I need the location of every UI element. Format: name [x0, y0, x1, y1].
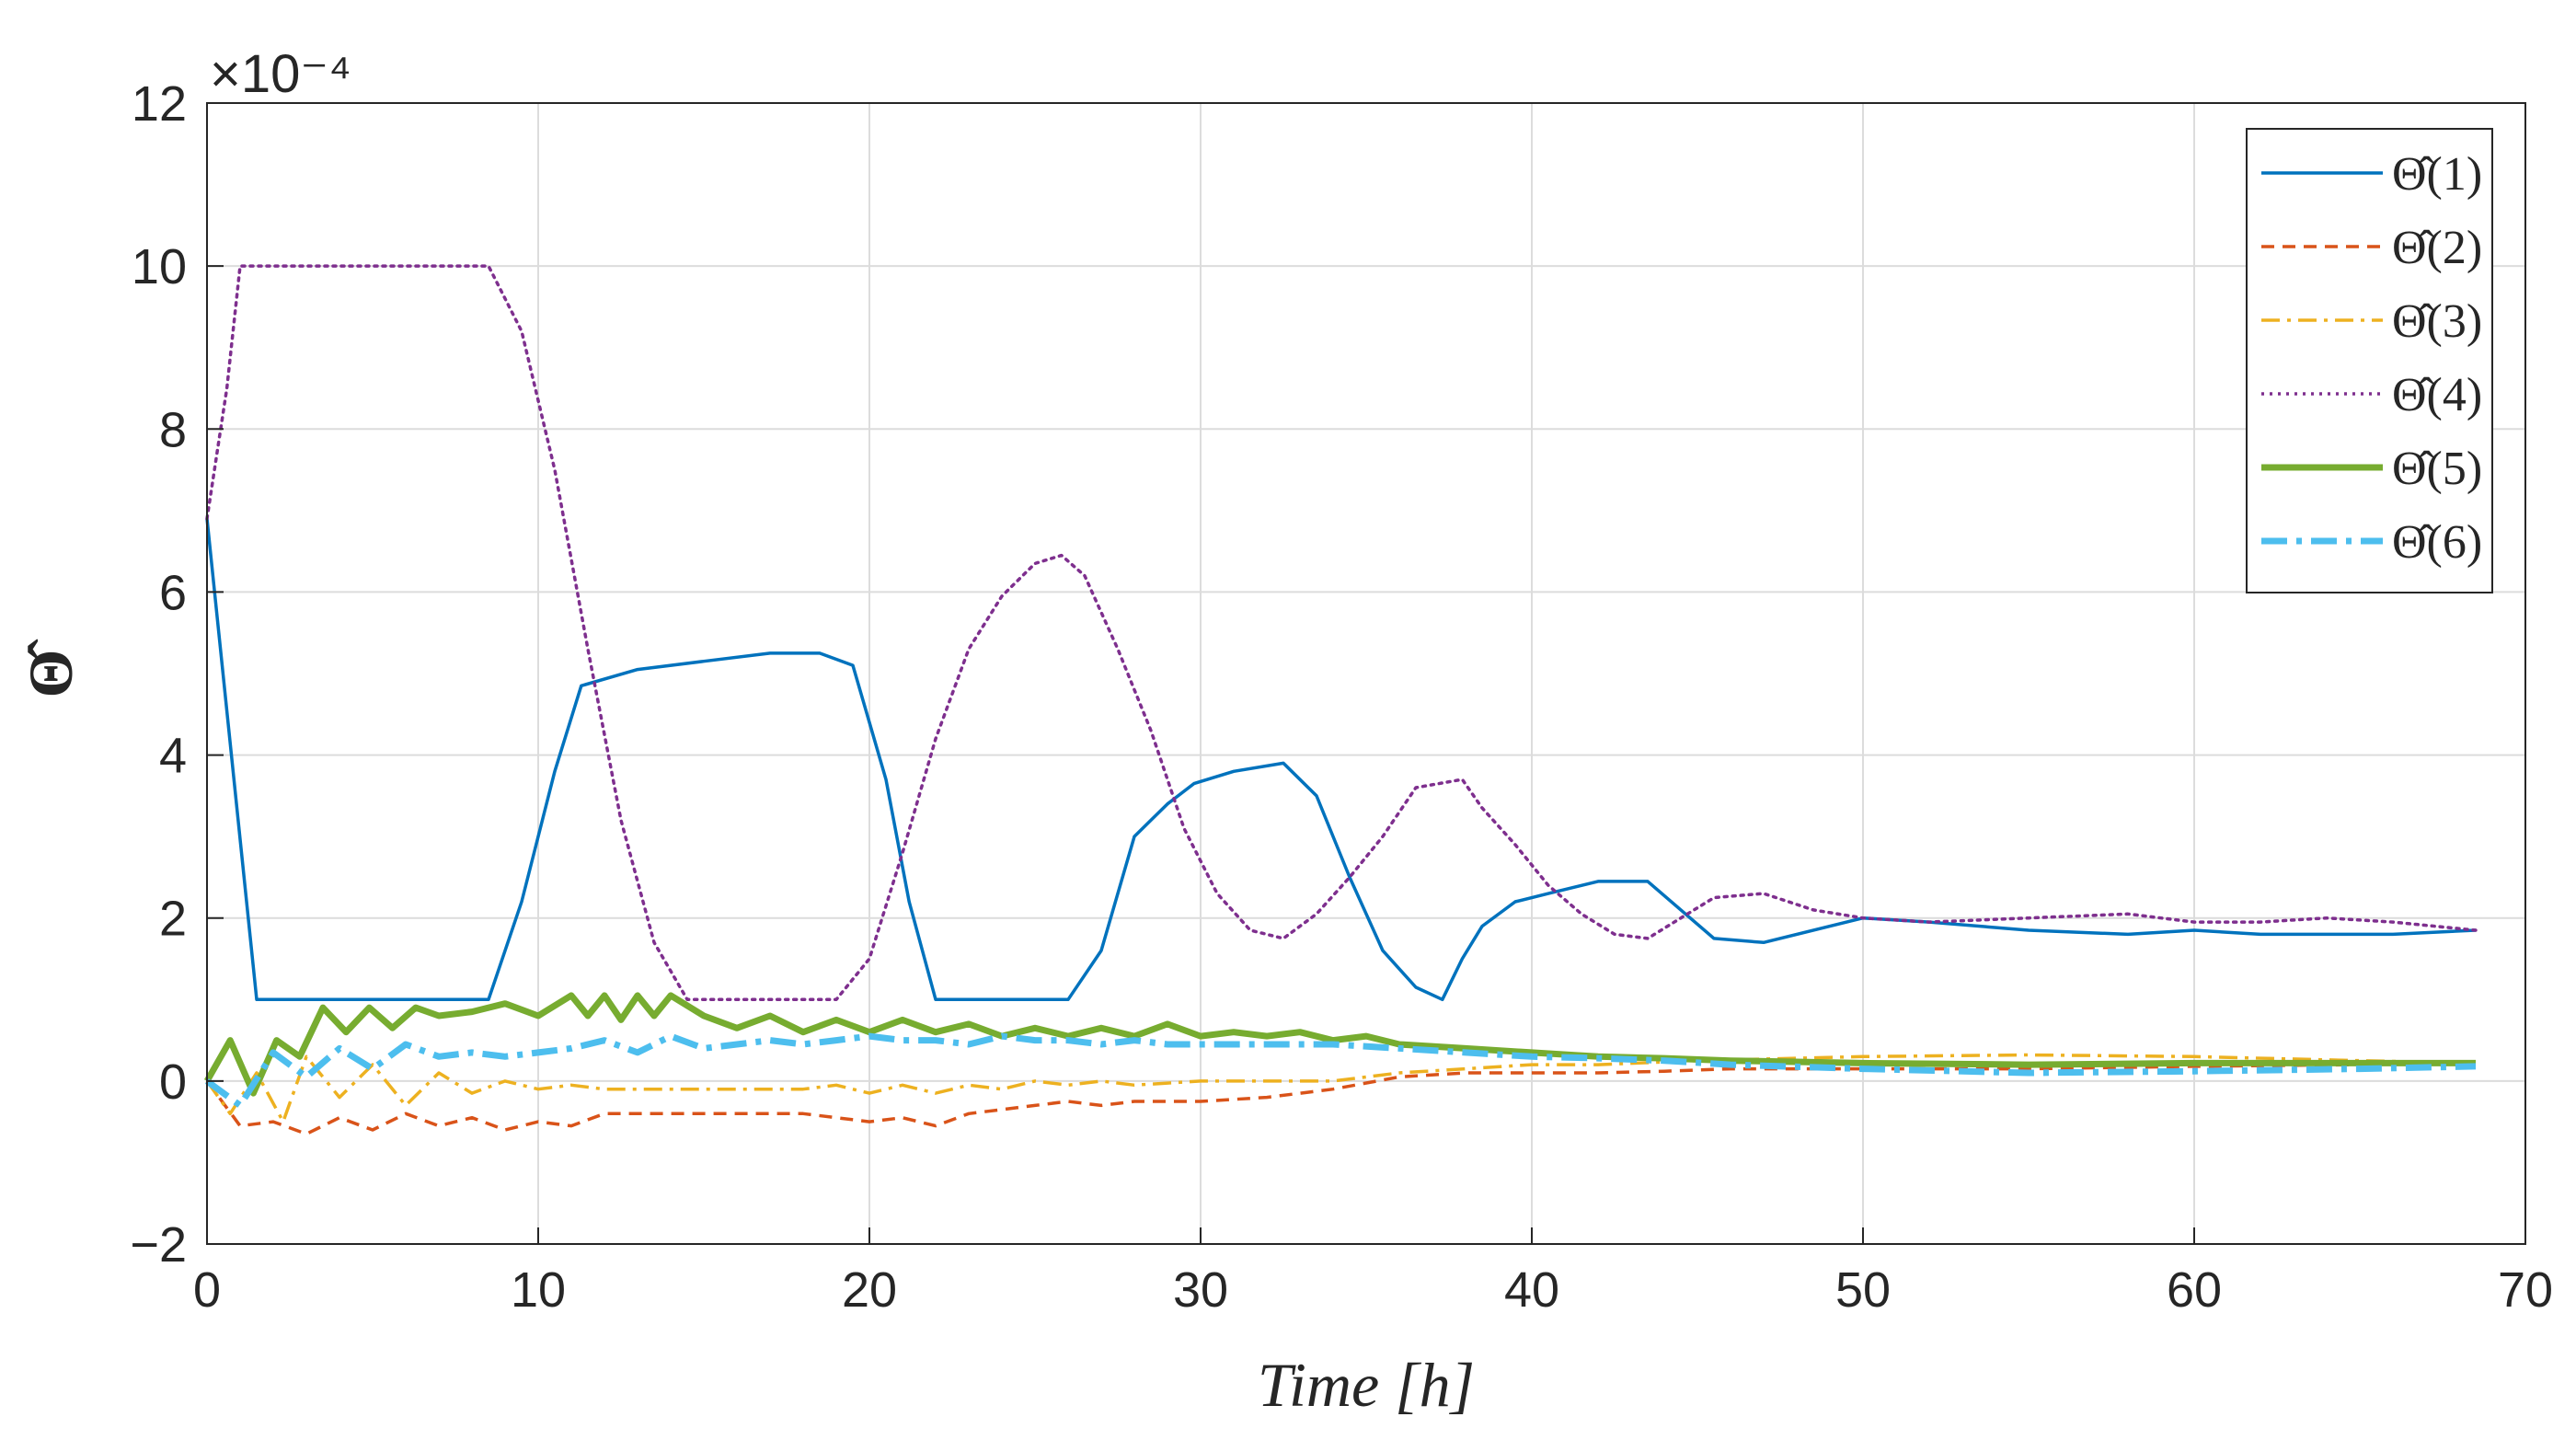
- legend-label-5: Θ̂(5): [2392, 443, 2482, 495]
- axes: [206, 102, 2526, 1245]
- y-tick-label: 2: [159, 892, 187, 947]
- x-tick-label: 40: [1504, 1262, 1559, 1318]
- x-tick-label: 60: [2167, 1262, 2222, 1318]
- legend-label-6: Θ̂(6): [2392, 516, 2482, 569]
- y-axis-ticks: −2 0 2 4 6 8 10 12: [130, 76, 224, 1273]
- legend-label-4: Θ̂(4): [2392, 369, 2482, 421]
- legend-box: [2246, 128, 2493, 593]
- legend-label-2: Θ̂(2): [2392, 222, 2482, 274]
- series-line-4: [205, 264, 2478, 1002]
- x-tick-label: 70: [2498, 1262, 2553, 1318]
- plot-area-border: [206, 102, 2526, 1245]
- x-tick-label: 0: [193, 1262, 221, 1318]
- y-multiplier: ×10⁻⁴: [210, 44, 351, 104]
- legend-label-3: Θ̂(3): [2392, 295, 2482, 348]
- series-line-3: [205, 1053, 2477, 1123]
- series-line-2: [205, 1061, 2477, 1136]
- series-lines: [203, 264, 2478, 1136]
- x-tick-label: 30: [1173, 1262, 1228, 1318]
- series-line-1: [205, 518, 2477, 1002]
- legend: Θ̂(1) Θ̂(2) Θ̂(3) Θ̂(4) Θ̂(5) Θ̂(6): [2246, 128, 2493, 593]
- y-tick-label: 6: [159, 565, 187, 620]
- y-tick-label: 10: [132, 239, 187, 294]
- y-tick-label: 0: [159, 1054, 187, 1110]
- grid: [207, 103, 2525, 1244]
- legend-label-1: Θ̂(1): [2392, 148, 2482, 201]
- x-tick-label: 50: [1835, 1262, 1891, 1318]
- y-tick-label: 4: [159, 729, 187, 784]
- x-axis-ticks: 0 10 20 30 40 50 60 70: [193, 1227, 2553, 1318]
- x-axis-title: Time [h]: [1258, 1350, 1475, 1420]
- y-tick-label: 12: [132, 76, 187, 132]
- series-line-5: [203, 992, 2476, 1097]
- x-tick-label: 20: [842, 1262, 897, 1318]
- y-tick-label: 8: [159, 402, 187, 457]
- y-multiplier-label: ×10⁻⁴: [210, 44, 351, 104]
- y-axis-title: Θ̂: [16, 639, 86, 698]
- x-tick-label: 10: [511, 1262, 566, 1318]
- series-line-6: [204, 1032, 2477, 1109]
- y-tick-label: −2: [130, 1217, 187, 1273]
